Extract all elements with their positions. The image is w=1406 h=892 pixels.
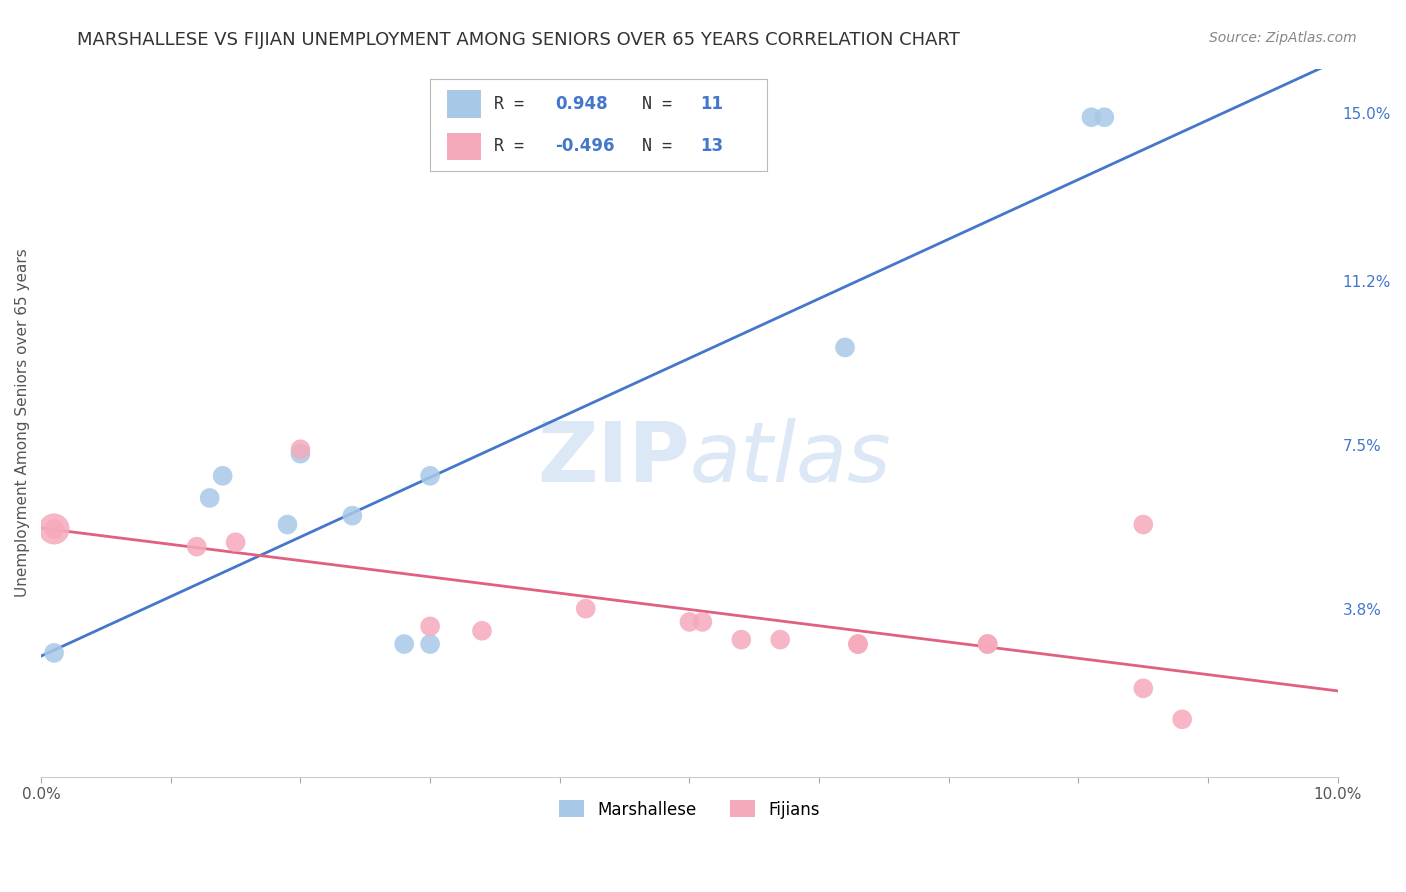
Point: [342, 508, 364, 523]
Text: ZIP: ZIP: [537, 417, 689, 499]
Point: [42, 646, 65, 660]
Point: [575, 601, 598, 615]
Point: [1132, 681, 1154, 696]
Point: [1092, 110, 1115, 124]
Point: [186, 540, 208, 554]
Point: [769, 632, 792, 647]
Point: [1132, 517, 1154, 532]
Point: [846, 637, 869, 651]
Y-axis label: Unemployment Among Seniors over 65 years: Unemployment Among Seniors over 65 years: [15, 248, 30, 597]
Point: [290, 447, 312, 461]
Text: MARSHALLESE VS FIJIAN UNEMPLOYMENT AMONG SENIORS OVER 65 YEARS CORRELATION CHART: MARSHALLESE VS FIJIAN UNEMPLOYMENT AMONG…: [77, 31, 960, 49]
Point: [42, 522, 65, 536]
Point: [471, 624, 494, 638]
Point: [692, 615, 714, 629]
Point: [834, 340, 856, 354]
Point: [392, 637, 415, 651]
Legend: Marshallese, Fijians: Marshallese, Fijians: [553, 794, 827, 825]
Point: [211, 468, 233, 483]
Text: atlas: atlas: [689, 417, 891, 499]
Point: [419, 637, 441, 651]
Point: [1171, 712, 1194, 726]
Point: [678, 615, 700, 629]
Text: Source: ZipAtlas.com: Source: ZipAtlas.com: [1209, 31, 1357, 45]
Point: [976, 637, 998, 651]
Point: [225, 535, 247, 549]
Point: [846, 637, 869, 651]
Point: [976, 637, 998, 651]
Point: [730, 632, 752, 647]
Point: [290, 442, 312, 457]
Point: [276, 517, 298, 532]
Point: [42, 522, 65, 536]
Point: [419, 468, 441, 483]
Point: [419, 619, 441, 633]
Point: [1080, 110, 1102, 124]
Point: [198, 491, 221, 505]
